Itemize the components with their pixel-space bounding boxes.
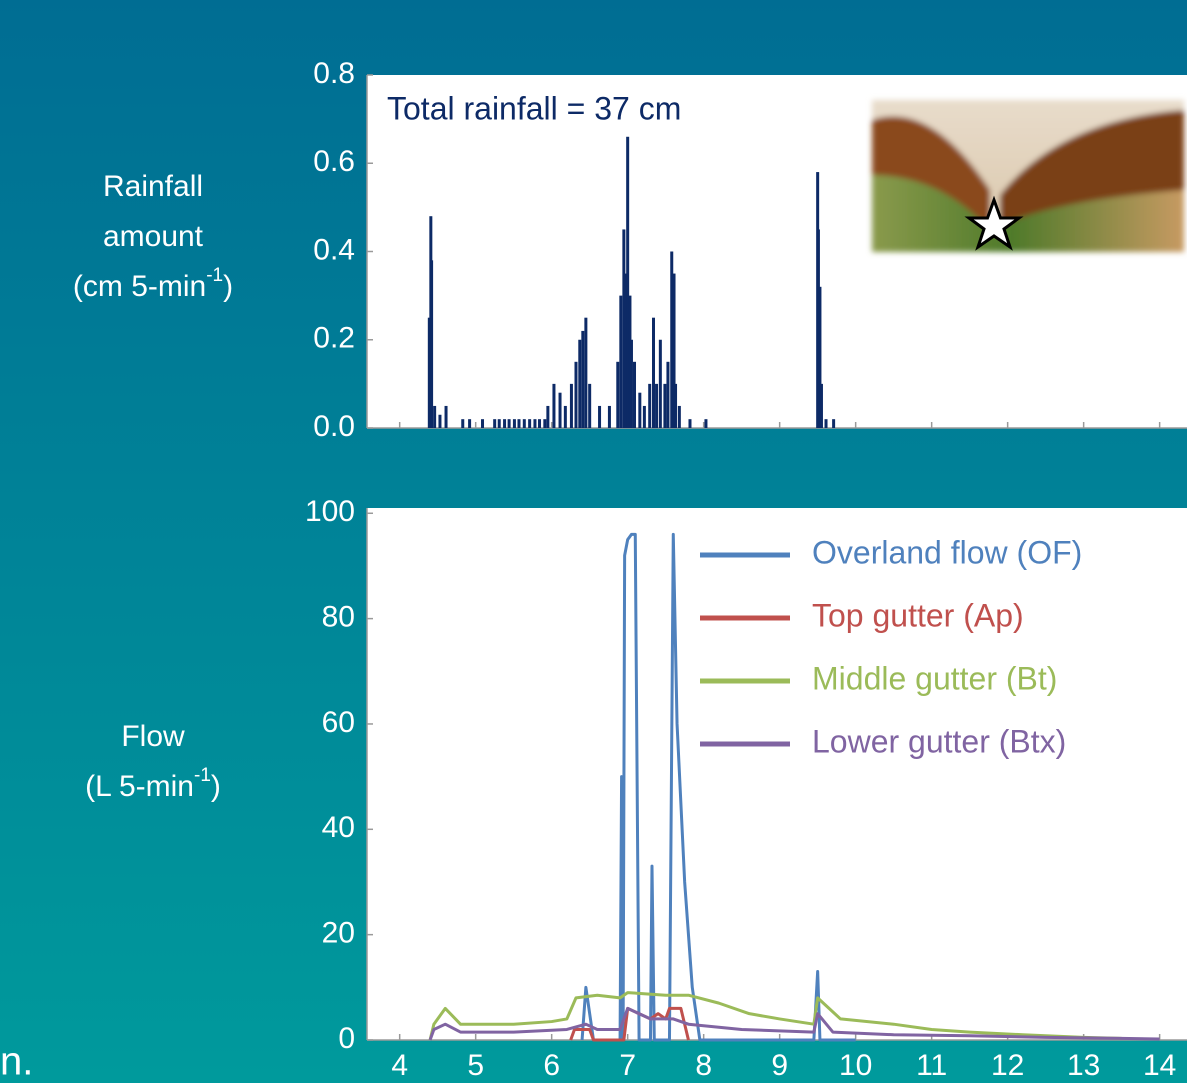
x-tick-label: 14 — [1143, 1049, 1176, 1082]
legend-label: Top gutter (Ap) — [812, 597, 1024, 633]
rain-bar — [468, 419, 471, 428]
rain-bar — [564, 406, 567, 428]
x-tick-label: 13 — [1067, 1049, 1100, 1082]
y-axis-title: amount — [103, 220, 204, 253]
rain-bar — [652, 318, 655, 428]
unit-close: ) — [211, 770, 221, 803]
rain-bar — [659, 340, 662, 428]
rain-bar — [608, 406, 611, 428]
rain-bar — [493, 419, 496, 428]
rain-bar — [655, 384, 658, 428]
rain-bar — [674, 384, 677, 428]
plot-area — [367, 508, 1187, 1040]
x-tick-label: 5 — [467, 1049, 484, 1082]
rain-bar — [588, 384, 591, 428]
rain-bar — [570, 384, 573, 428]
rain-bar — [630, 340, 633, 428]
x-tick-label: 8 — [695, 1049, 712, 1082]
y-tick-label: 0.2 — [313, 322, 355, 355]
rain-bar — [481, 419, 484, 428]
y-tick-label: 0 — [338, 1022, 355, 1055]
x-tick-label: 4 — [391, 1049, 408, 1082]
rain-bar — [438, 415, 441, 428]
rain-bar — [445, 406, 448, 428]
unit-exponent: -1 — [206, 265, 223, 286]
x-tick-label: 7 — [619, 1049, 636, 1082]
y-tick-label: 0.0 — [313, 410, 355, 443]
rain-bar — [503, 419, 506, 428]
rain-bar — [546, 406, 549, 428]
rain-bar — [508, 419, 511, 428]
unit-text: (L 5-min — [85, 770, 194, 803]
rain-bar — [598, 406, 601, 428]
x-tick-label: 12 — [991, 1049, 1024, 1082]
rain-bar — [688, 419, 691, 428]
rain-bar — [578, 340, 581, 428]
rain-bar — [638, 393, 641, 428]
unit-close: ) — [223, 270, 233, 303]
rain-bar — [648, 384, 651, 428]
y-tick-label: 0.4 — [313, 233, 355, 266]
rain-bar — [513, 419, 516, 428]
site-photo — [872, 100, 1184, 252]
rain-bar — [538, 419, 541, 428]
x-tick-label: 11 — [916, 1049, 947, 1082]
y-tick-label: 40 — [322, 811, 355, 844]
rain-bar — [498, 419, 501, 428]
rain-bar — [666, 362, 669, 428]
rain-bar — [619, 296, 622, 428]
rain-bar — [461, 419, 464, 428]
y-tick-label: 0.6 — [313, 145, 355, 178]
x-tick-label: 10 — [839, 1049, 872, 1082]
unit-text: (cm 5-min — [73, 270, 206, 303]
page: {"fragment": "n.", "chart_data": [ {"typ… — [0, 0, 1187, 1083]
rain-bar — [559, 393, 562, 428]
legend-label: Middle gutter (Bt) — [812, 660, 1057, 696]
rain-bar — [616, 362, 619, 428]
slide: n. 0.0 0.2 0.4 0.6 0.8 Rainfall amount (cm 5-mi… — [0, 0, 1187, 1083]
y-tick-label: 0.8 — [313, 57, 355, 90]
y-tick-label: 80 — [322, 601, 355, 634]
y-axis-title: Flow — [121, 720, 185, 753]
rain-bar — [517, 419, 520, 428]
rain-bar — [574, 362, 577, 428]
rain-bar — [820, 384, 823, 428]
rain-bar — [643, 406, 646, 428]
y-tick-label: 20 — [322, 917, 355, 950]
legend-label: Overland flow (OF) — [812, 534, 1082, 570]
rain-bar — [678, 406, 681, 428]
rain-bar — [825, 419, 828, 428]
rain-bar — [430, 260, 433, 428]
rain-bar — [704, 419, 707, 428]
rain-bar — [663, 384, 666, 428]
annotation: Total rainfall = 37 cm — [387, 90, 681, 126]
rain-bar — [533, 419, 536, 428]
rain-bar — [523, 419, 526, 428]
rain-bar — [433, 406, 436, 428]
x-tick-label: 9 — [771, 1049, 788, 1082]
x-tick-label: 6 — [543, 1049, 560, 1082]
y-tick-label: 100 — [305, 495, 355, 528]
legend-label: Lower gutter (Btx) — [812, 723, 1066, 759]
y-tick-label: 60 — [322, 706, 355, 739]
rain-bar — [543, 419, 546, 428]
y-axis-title: Rainfall — [103, 170, 203, 203]
rain-bar — [584, 318, 587, 428]
rain-bar — [552, 384, 555, 428]
cropped-text: n. — [0, 1040, 33, 1083]
rain-bar — [633, 362, 636, 428]
rain-bar — [581, 331, 584, 428]
rain-bar — [528, 419, 531, 428]
unit-exponent: -1 — [194, 765, 211, 786]
rain-bar — [832, 419, 835, 428]
